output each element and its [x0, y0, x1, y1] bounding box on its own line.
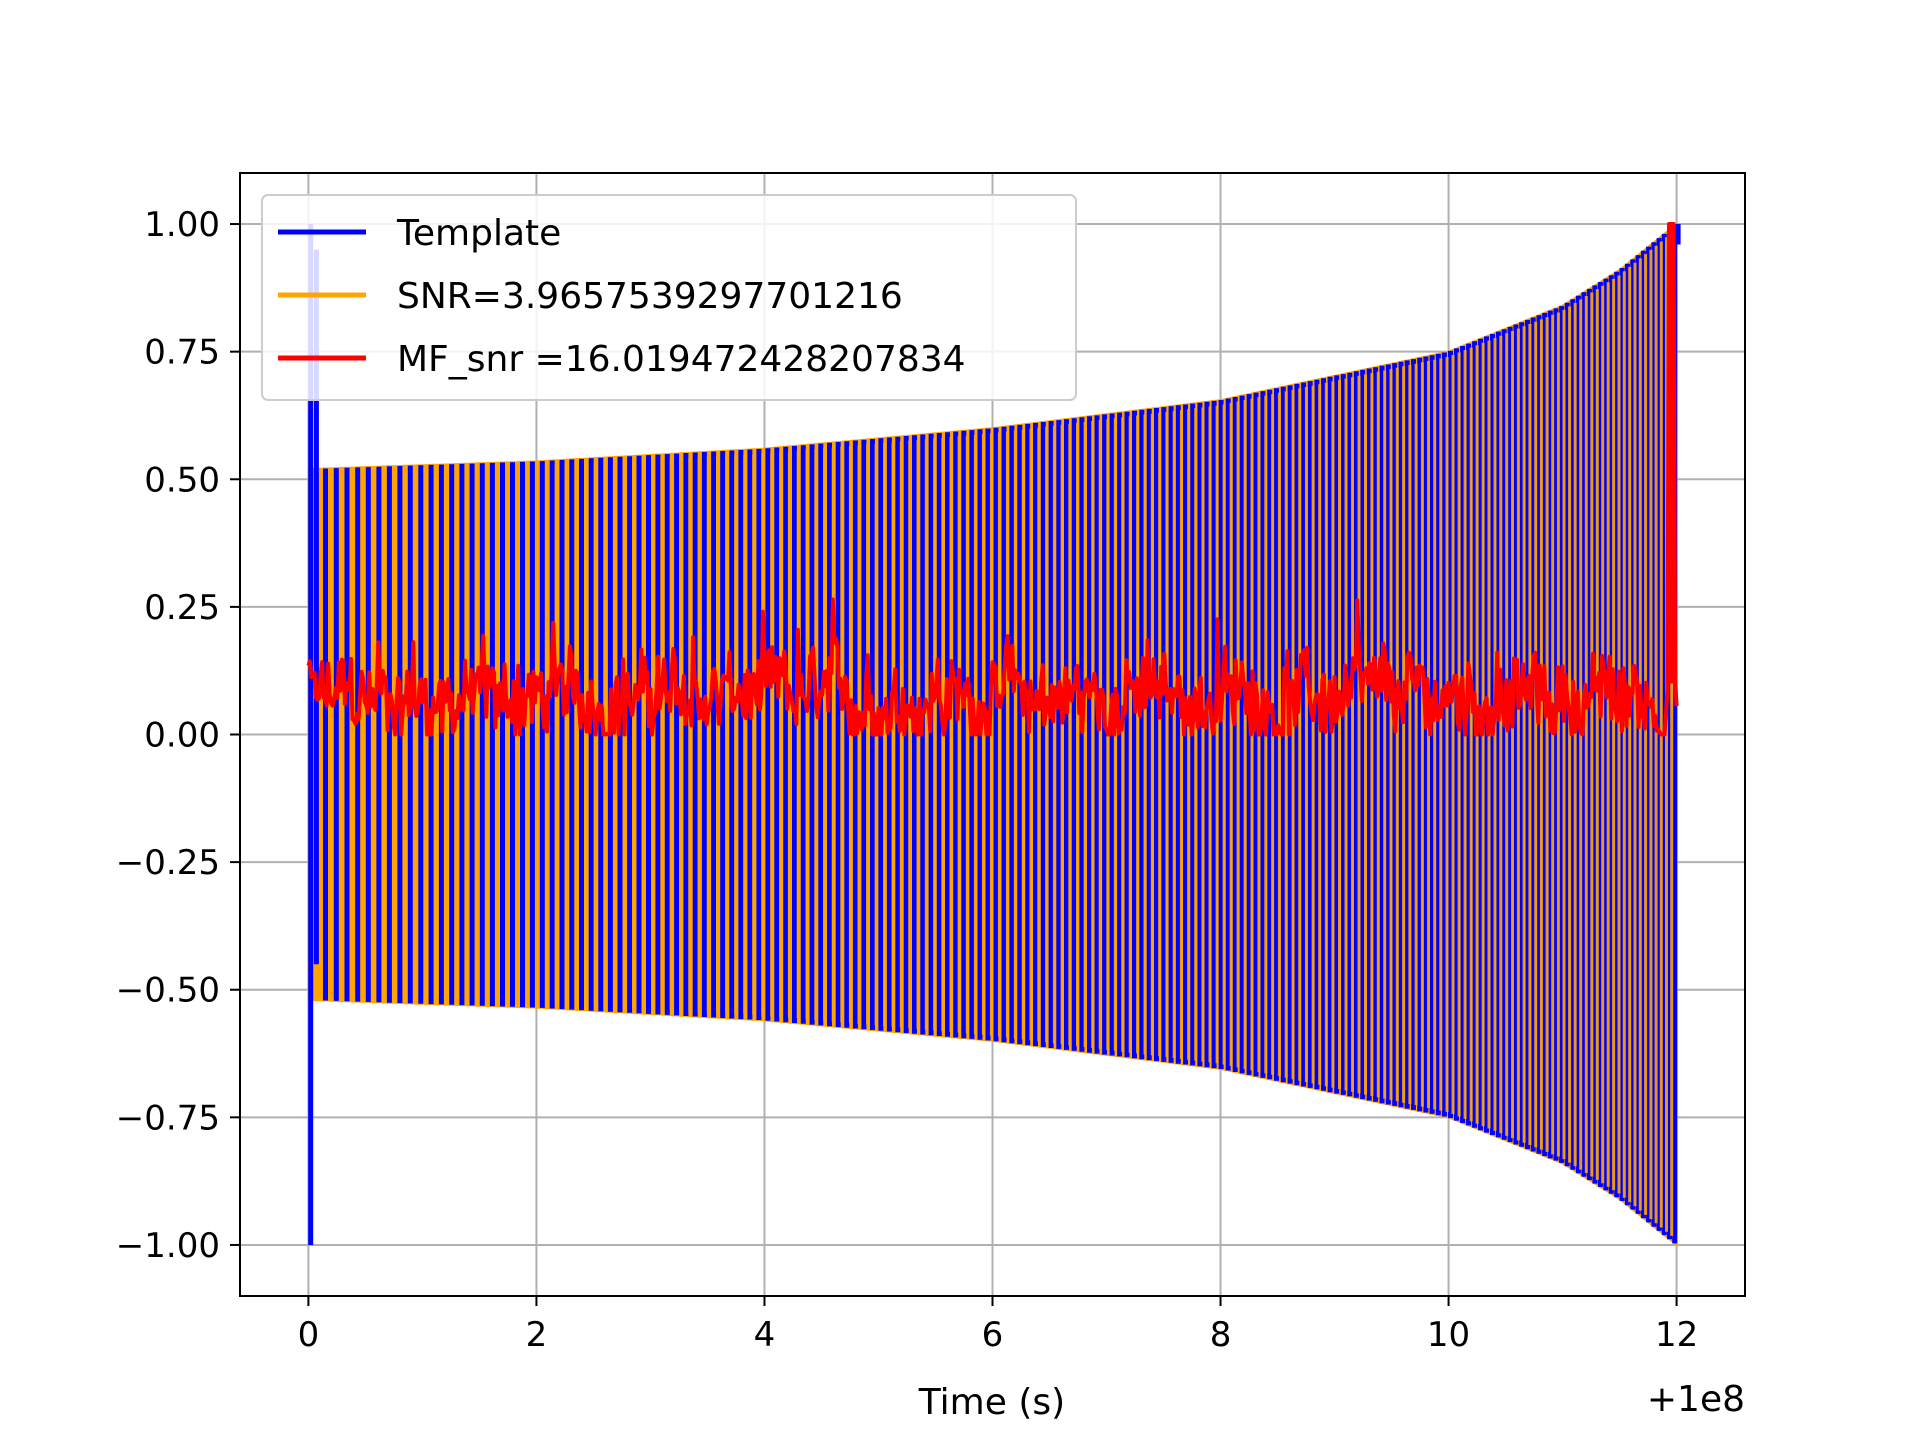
y-axis: 1.00 0.75 0.50 0.25 0.00 −0.25 −0.50 −0.75 −1.00: [116, 205, 240, 1266]
y-tick-label: −0.50: [116, 971, 220, 1011]
legend-label: SNR=3.9657539297701216: [397, 276, 903, 317]
legend: Template SNR=3.9657539297701216 MF_snr =16…: [261, 194, 1077, 401]
x-axis: 0 2 4 6 8 10 12: [298, 1296, 1698, 1355]
x-tick-label: 2: [526, 1315, 548, 1355]
mf-snr-line: [306, 222, 1679, 737]
y-tick-label: 1.00: [144, 205, 220, 245]
series-mf-snr: [306, 222, 1679, 737]
x-axis-title: Time (s): [918, 1382, 1065, 1423]
legend-label: Template: [396, 213, 561, 254]
x-tick-label: 10: [1427, 1315, 1470, 1355]
x-axis-offset-label: +1e8: [1647, 1379, 1745, 1420]
x-tick-label: 0: [298, 1315, 320, 1355]
y-tick-label: 0.75: [144, 333, 220, 373]
snr-cycles: [328, 233, 1674, 1236]
x-tick-label: 12: [1655, 1315, 1698, 1355]
x-tick-label: 6: [982, 1315, 1004, 1355]
legend-label: MF_snr =16.019472428207834: [397, 339, 966, 380]
x-tick-label: 8: [1210, 1315, 1232, 1355]
y-tick-label: −1.00: [116, 1226, 220, 1266]
y-tick-label: 0.25: [144, 588, 220, 628]
y-tick-label: −0.25: [116, 843, 220, 883]
legend-box: [261, 194, 1077, 401]
x-tick-label: 4: [754, 1315, 776, 1355]
y-tick-label: 0.50: [144, 460, 220, 500]
y-tick-label: −0.75: [116, 1098, 220, 1138]
y-tick-label: 0.00: [144, 716, 220, 756]
